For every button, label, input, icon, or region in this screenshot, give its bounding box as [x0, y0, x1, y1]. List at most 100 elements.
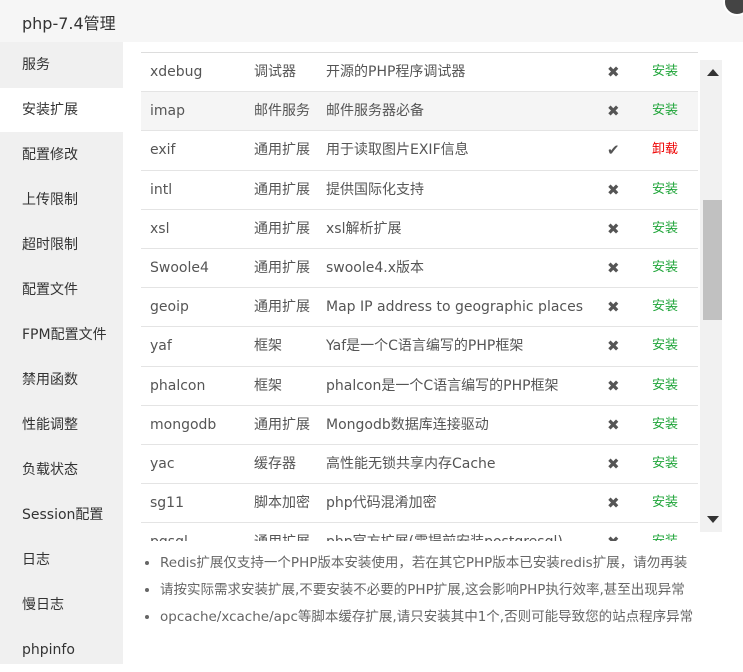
sidebar: 服务安装扩展配置修改上传限制超时限制配置文件 FPM配置文件 禁用函数性能调整负载状…	[0, 42, 123, 664]
note: Redis扩展仅支持一个PHP版本安装使用，若在其它PHP版本已安装redis扩…	[160, 550, 693, 577]
ext-type: 框架	[254, 338, 282, 355]
action-link[interactable]: 安装	[652, 259, 679, 275]
menu-item[interactable]: 配置修改	[22, 147, 78, 163]
menu-item[interactable]: 负载状态	[22, 462, 78, 478]
ext-type: 框架	[254, 377, 282, 394]
action-link[interactable]: 安装	[652, 103, 679, 119]
ext-type: 通用扩展	[254, 416, 310, 433]
status-icon: ✖	[607, 63, 620, 81]
ext-desc: 高性能无锁共享内存Cache	[326, 455, 496, 472]
ext-type: 通用扩展	[254, 259, 310, 276]
menu-item[interactable]: 安装扩展	[0, 88, 123, 132]
menu-item[interactable]: 禁用函数	[22, 372, 78, 388]
table-row: intl 通用扩展 提供国际化支持 ✖ 安装	[141, 171, 698, 210]
table-row: imap 邮件服务 邮件服务器必备 ✖ 安装	[141, 92, 698, 132]
ext-desc: Yaf是一个C语言编写的PHP框架	[326, 338, 524, 355]
action-link[interactable]: 安装	[652, 299, 679, 315]
ext-name: sg11	[150, 495, 184, 512]
menu-item[interactable]: 超时限制	[22, 237, 78, 253]
ext-desc: php官方扩展(需提前安装postgresql)	[326, 523, 563, 541]
menu-item[interactable]: FPM配置文件	[22, 327, 107, 343]
menu-item[interactable]: Session配置	[22, 507, 104, 523]
status-icon: ✖	[607, 337, 620, 356]
ext-type: 通用扩展	[254, 299, 310, 316]
table-row: phalcon 框架 phalcon是一个C语言编写的PHP框架 ✖ 安装	[141, 367, 698, 406]
table-row: sg11 脚本加密 php代码混淆加密 ✖ 安装	[141, 484, 698, 524]
ext-desc: 开源的PHP程序调试器	[326, 64, 466, 80]
status-icon: ✖	[607, 494, 620, 513]
ext-name: yac	[150, 455, 175, 472]
menu-item[interactable]: 服务	[22, 57, 50, 73]
action-link[interactable]: 安装	[652, 495, 679, 511]
status-icon: ✔	[607, 141, 620, 160]
close-button[interactable]	[723, 0, 743, 16]
ext-desc: phalcon是一个C语言编写的PHP框架	[326, 377, 559, 394]
table-row: mongodb 通用扩展 Mongodb数据库连接驱动 ✖ 安装	[141, 406, 698, 445]
ext-type: 通用扩展	[254, 142, 310, 159]
note: 请按实际需求安装扩展,不要安装不必要的PHP扩展,这会影响PHP执行效率,甚至出…	[160, 577, 693, 604]
scroll-down[interactable]	[707, 516, 719, 523]
action-link[interactable]: 安装	[652, 338, 679, 354]
status-icon: ✖	[607, 376, 620, 395]
table-row: yac 缓存器 高性能无锁共享内存Cache ✖ 安装	[141, 445, 698, 485]
menu-item[interactable]: 日志	[22, 552, 50, 568]
ext-desc: php代码混淆加密	[326, 495, 437, 512]
ext-name: pgsql	[150, 523, 188, 541]
table-row: pgsql 通用扩展 php官方扩展(需提前安装postgresql) ✖ 安装	[141, 523, 698, 541]
menu-item[interactable]: 上传限制	[22, 192, 78, 208]
action-link[interactable]: 卸载	[652, 142, 679, 158]
menu-item[interactable]: 配置文件	[22, 282, 78, 298]
action-link[interactable]: 安装	[652, 64, 679, 79]
ext-name: mongodb	[150, 416, 217, 433]
table-row: Swoole4 通用扩展 swoole4.x版本 ✖ 安装	[141, 249, 698, 289]
status-icon: ✖	[607, 298, 620, 317]
header: php-7.4管理	[0, 0, 743, 42]
ext-name: geoip	[150, 299, 189, 316]
ext-type: 调试器	[254, 64, 296, 80]
table-row: yaf 框架 Yaf是一个C语言编写的PHP框架 ✖ 安装	[141, 327, 698, 367]
ext-desc: Mongodb数据库连接驱动	[326, 416, 489, 433]
scroll-thumb[interactable]	[703, 200, 722, 320]
ext-name: xdebug	[150, 64, 203, 80]
status-icon: ✖	[607, 454, 620, 473]
menu-item[interactable]: phpinfo	[22, 642, 75, 658]
table-row: exif 通用扩展 用于读取图片EXIF信息 ✔ 卸载	[141, 131, 698, 171]
action-link[interactable]: 安装	[652, 181, 679, 197]
action-link[interactable]: 安装	[652, 416, 679, 432]
title: php-7.4管理	[22, 14, 116, 33]
note: opcache/xcache/apc等脚本缓存扩展,请只安装其中1个,否则可能导…	[160, 604, 693, 631]
menu-item[interactable]: 性能调整	[22, 417, 78, 433]
scrollbar[interactable]	[700, 60, 722, 532]
ext-type: 邮件服务	[254, 103, 310, 120]
ext-name: imap	[150, 103, 185, 120]
ext-desc: Map IP address to geographic places	[326, 299, 584, 316]
ext-type: 通用扩展	[254, 181, 310, 198]
extension-table: xdebug 调试器 开源的PHP程序调试器 ✖ 安装 imap 邮件服务 邮件服务器必备 ✖ 安…	[141, 52, 698, 541]
ext-desc: 邮件服务器必备	[326, 103, 424, 120]
ext-name: exif	[150, 142, 176, 159]
status-icon: ✖	[607, 219, 620, 238]
ext-desc: swoole4.x版本	[326, 259, 425, 276]
ext-desc: 用于读取图片EXIF信息	[326, 142, 469, 159]
action-link[interactable]: 安装	[652, 377, 679, 393]
table-row: geoip 通用扩展 Map IP address to geographic pl…	[141, 288, 698, 328]
ext-name: phalcon	[150, 377, 206, 394]
action-link[interactable]: 安装	[652, 523, 678, 541]
table-row: xdebug 调试器 开源的PHP程序调试器 ✖ 安装	[141, 53, 698, 93]
scroll-up[interactable]	[707, 69, 719, 76]
status-icon: ✖	[607, 415, 620, 434]
ext-desc: xsl解析扩展	[326, 220, 402, 237]
status-icon: ✖	[607, 102, 620, 121]
table-row: xsl 通用扩展 xsl解析扩展 ✖ 安装	[141, 210, 698, 249]
ext-type: 通用扩展	[254, 220, 310, 237]
action-link[interactable]: 安装	[652, 220, 679, 236]
status-icon: ✖	[607, 180, 620, 199]
ext-type: 通用扩展	[254, 523, 310, 541]
status-icon: ✖	[607, 523, 620, 541]
action-link[interactable]: 安装	[652, 455, 679, 471]
notes: Redis扩展仅支持一个PHP版本安装使用，若在其它PHP版本已安装redis扩…	[141, 550, 693, 631]
status-icon: ✖	[607, 258, 620, 277]
ext-name: Swoole4	[150, 259, 209, 276]
menu-item[interactable]: 慢日志	[22, 597, 64, 613]
